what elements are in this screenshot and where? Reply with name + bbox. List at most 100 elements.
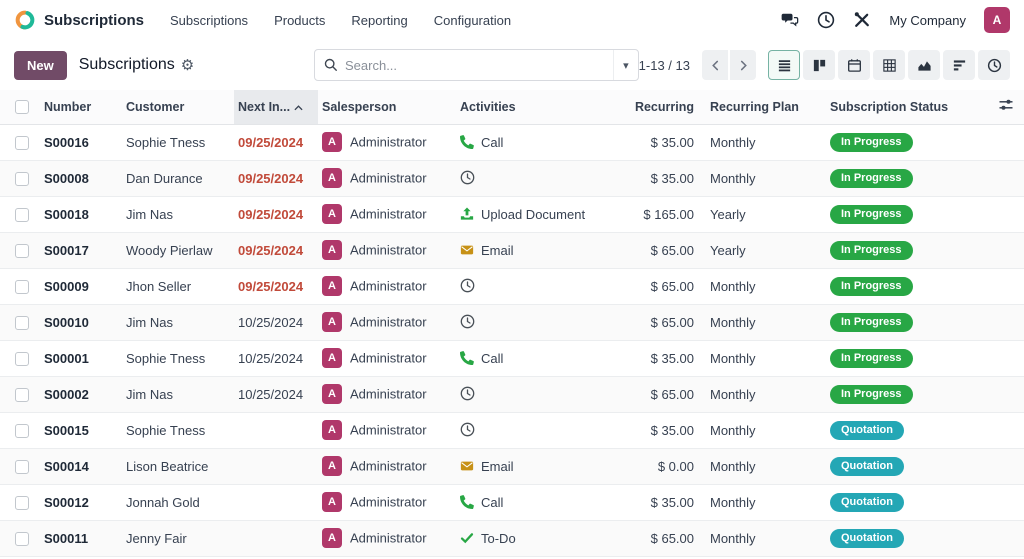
table-row[interactable]: S00010 Jim Nas 10/25/2024 A Administrator… — [0, 304, 1024, 341]
column-header-recurring-plan[interactable]: Recurring Plan — [706, 90, 812, 125]
activities-clock-icon[interactable] — [817, 11, 835, 29]
subscription-number: S00009 — [40, 268, 122, 305]
optional-columns-sliders-icon[interactable] — [998, 97, 1014, 113]
table-row[interactable]: S00018 Jim Nas 09/25/2024 A Administrator… — [0, 196, 1024, 233]
activity-cell[interactable]: To-Do — [456, 520, 606, 557]
salesperson-name: Administrator — [350, 134, 427, 150]
column-header-activities[interactable]: Activities — [456, 90, 606, 125]
salesperson-name: Administrator — [350, 350, 427, 366]
menu-item-products[interactable]: Products — [274, 12, 326, 28]
salesperson-cell: A Administrator — [318, 160, 456, 197]
activity-cell[interactable]: Call — [456, 340, 606, 377]
row-checkbox[interactable] — [15, 243, 29, 258]
select-all-checkbox[interactable] — [15, 100, 29, 115]
pager-previous-button[interactable] — [702, 50, 728, 80]
gantt-view-button[interactable] — [943, 50, 975, 80]
status-cell: Quotation — [812, 448, 984, 485]
activity-cell[interactable] — [456, 412, 606, 449]
table-row[interactable]: S00008 Dan Durance 09/25/2024 A Administr… — [0, 160, 1024, 197]
menu-item-reporting[interactable]: Reporting — [351, 12, 408, 28]
calendar-view-button[interactable] — [838, 50, 870, 80]
new-button[interactable]: New — [14, 50, 67, 80]
subscription-number: S00010 — [40, 304, 122, 341]
table-row[interactable]: S00011 Jenny Fair A Administrator To-Do $… — [0, 520, 1024, 557]
phone-icon — [460, 134, 475, 150]
search-input[interactable] — [345, 57, 614, 73]
customer-name: Sophie Tness — [122, 124, 234, 161]
activity-cell[interactable] — [456, 268, 606, 305]
activity-cell[interactable] — [456, 376, 606, 413]
column-header-salesperson[interactable]: Salesperson — [318, 90, 456, 125]
activity-cell[interactable]: Call — [456, 484, 606, 521]
row-checkbox[interactable] — [15, 495, 29, 510]
kanban-view-button[interactable] — [803, 50, 835, 80]
activity-cell[interactable]: Upload Document — [456, 196, 606, 233]
row-end-cell — [984, 268, 1024, 305]
menu-item-configuration[interactable]: Configuration — [433, 12, 512, 28]
row-checkbox[interactable] — [15, 459, 29, 474]
graph-view-button[interactable] — [908, 50, 940, 80]
list-view-button[interactable] — [768, 50, 800, 80]
salesperson-avatar: A — [322, 492, 342, 512]
salesperson-name: Administrator — [350, 530, 427, 546]
subscription-status-badge: In Progress — [830, 348, 913, 368]
activity-cell[interactable]: Call — [456, 124, 606, 161]
table-row[interactable]: S00001 Sophie Tness 10/25/2024 A Administ… — [0, 340, 1024, 377]
recurring-amount: $ 65.00 — [606, 520, 706, 557]
row-checkbox[interactable] — [15, 279, 29, 294]
row-checkbox[interactable] — [15, 315, 29, 330]
next-invoice-date — [234, 412, 318, 449]
app-name[interactable]: Subscriptions — [44, 11, 145, 29]
table-row[interactable]: S00016 Sophie Tness 09/25/2024 A Administ… — [0, 124, 1024, 161]
odoo-logo-icon[interactable] — [14, 9, 36, 31]
table-row[interactable]: S00017 Woody Pierlaw 09/25/2024 A Adminis… — [0, 232, 1024, 269]
tools-icon[interactable] — [853, 11, 871, 29]
salesperson-avatar: A — [322, 204, 342, 224]
status-cell: Quotation — [812, 412, 984, 449]
gear-icon[interactable]: ⚙ — [180, 56, 195, 74]
row-checkbox[interactable] — [15, 423, 29, 438]
row-select-cell — [0, 340, 40, 377]
user-avatar[interactable]: A — [984, 7, 1010, 33]
activity-cell[interactable]: Email — [456, 232, 606, 269]
table-row[interactable]: S00014 Lison Beatrice A Administrator Ema… — [0, 448, 1024, 485]
menu-item-subscriptions[interactable]: Subscriptions — [170, 12, 249, 28]
next-invoice-date: 09/25/2024 — [234, 124, 318, 161]
row-checkbox[interactable] — [15, 387, 29, 402]
row-checkbox[interactable] — [15, 171, 29, 186]
row-checkbox[interactable] — [15, 207, 29, 222]
column-header-customer[interactable]: Customer — [122, 90, 234, 125]
customer-name: Woody Pierlaw — [122, 232, 234, 269]
row-select-cell — [0, 412, 40, 449]
table-row[interactable]: S00015 Sophie Tness A Administrator $ 35.… — [0, 412, 1024, 449]
salesperson-avatar: A — [322, 240, 342, 260]
activity-cell[interactable]: Email — [456, 448, 606, 485]
table-row[interactable]: S00002 Jim Nas 10/25/2024 A Administrator… — [0, 376, 1024, 413]
subscription-status-badge: In Progress — [830, 240, 913, 260]
column-header-next-invoice[interactable]: Next In... — [234, 90, 318, 125]
recurring-plan: Monthly — [706, 268, 812, 305]
salesperson-cell: A Administrator — [318, 196, 456, 233]
activity-label: Email — [481, 242, 514, 258]
salesperson-avatar: A — [322, 276, 342, 296]
pager-next-button[interactable] — [730, 50, 756, 80]
search-dropdown-caret-icon[interactable]: ▾ — [613, 50, 629, 80]
activity-cell[interactable] — [456, 160, 606, 197]
table-row[interactable]: S00012 Jonnah Gold A Administrator Call $… — [0, 484, 1024, 521]
column-header-subscription-status[interactable]: Subscription Status — [812, 90, 984, 125]
activity-view-button[interactable] — [978, 50, 1010, 80]
column-header-recurring[interactable]: Recurring — [606, 90, 706, 125]
pivot-view-button[interactable] — [873, 50, 905, 80]
column-header-number[interactable]: Number — [40, 90, 122, 125]
company-name[interactable]: My Company — [889, 12, 966, 28]
row-checkbox[interactable] — [15, 135, 29, 150]
row-select-cell — [0, 484, 40, 521]
subscription-number: S00016 — [40, 124, 122, 161]
row-checkbox[interactable] — [15, 351, 29, 366]
activity-cell[interactable] — [456, 304, 606, 341]
table-header-row: Number Customer Next In... Salesperson A… — [0, 90, 1024, 125]
row-checkbox[interactable] — [15, 531, 29, 546]
table-row[interactable]: S00009 Jhon Seller 09/25/2024 A Administr… — [0, 268, 1024, 305]
messages-icon[interactable] — [781, 11, 799, 29]
salesperson-cell: A Administrator — [318, 448, 456, 485]
